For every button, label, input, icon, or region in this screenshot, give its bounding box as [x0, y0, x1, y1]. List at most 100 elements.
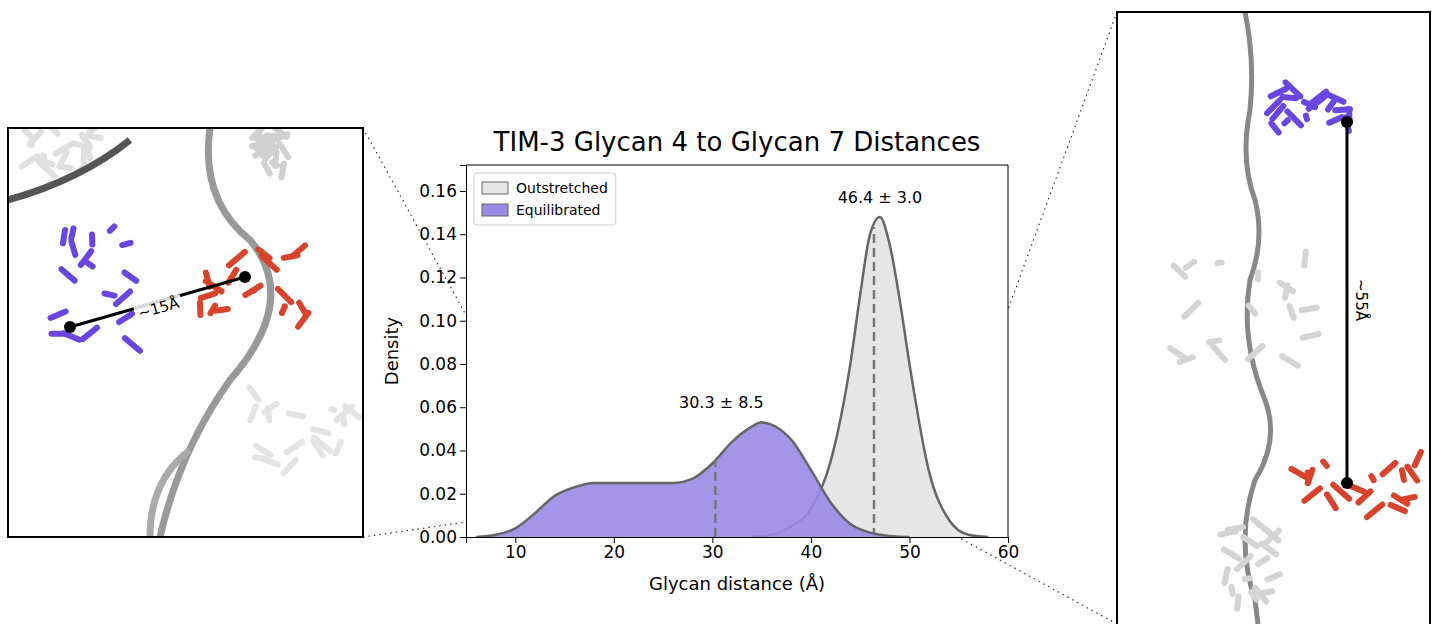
- x-tick-label: 20: [603, 542, 625, 562]
- distance-label-group: ~15Å: [133, 292, 185, 324]
- inset-bg: [1117, 12, 1430, 624]
- stick: [229, 252, 245, 265]
- stick: [245, 286, 260, 295]
- stick: [1249, 306, 1256, 314]
- stick: [1253, 519, 1269, 532]
- x-tick-label: 30: [702, 542, 724, 562]
- stick: [1224, 549, 1239, 558]
- stick: [39, 163, 54, 176]
- stick: [125, 272, 137, 280]
- x-axis: 102030405060: [467, 537, 1020, 562]
- stick: [1284, 120, 1287, 123]
- x-tick-label: 10: [505, 542, 527, 562]
- y-tick: 0.00: [419, 527, 466, 547]
- stick: [255, 150, 265, 155]
- stick: [1282, 97, 1296, 98]
- stick: [250, 406, 256, 420]
- stick: [1267, 100, 1280, 113]
- stick: [1231, 587, 1232, 594]
- backbone: [150, 450, 190, 537]
- stick: [1170, 348, 1185, 358]
- glycan: [249, 387, 359, 473]
- inset-right: [1117, 12, 1430, 624]
- y-tick: 0.06: [419, 397, 466, 417]
- stick: [1311, 92, 1326, 104]
- stick: [1367, 504, 1382, 517]
- stick: [71, 228, 73, 238]
- stick: [1415, 452, 1421, 465]
- stick: [249, 387, 258, 400]
- plot-frame: [466, 165, 1008, 537]
- distance-label: ~15Å: [136, 293, 182, 323]
- stick: [1291, 469, 1305, 477]
- y-tick-label: 0.08: [419, 354, 457, 374]
- stick: [83, 328, 97, 339]
- stick: [331, 406, 334, 412]
- y-tick-mark: [460, 321, 466, 322]
- y-tick-label: 0.06: [419, 397, 457, 417]
- stick: [1225, 569, 1228, 583]
- stick: [289, 414, 304, 417]
- stick: [1237, 556, 1251, 569]
- y-tick-mark: [460, 277, 466, 278]
- stick: [264, 460, 278, 465]
- stick: [1391, 505, 1405, 511]
- stick: [201, 293, 216, 298]
- legend-swatch: [482, 204, 508, 216]
- stick: [264, 163, 270, 174]
- stick: [1287, 111, 1300, 125]
- stick: [1280, 283, 1293, 292]
- stick: [86, 262, 92, 266]
- density-area: [476, 422, 910, 537]
- stick: [345, 406, 359, 417]
- y-axis: 0.000.020.040.060.080.100.120.140.16: [419, 166, 466, 547]
- stick: [1402, 470, 1404, 480]
- glycan-7: [1291, 452, 1420, 517]
- stick: [1289, 306, 1293, 318]
- stick: [81, 148, 87, 162]
- mean-annotation: 30.3 ± 8.5: [679, 393, 764, 412]
- stick: [313, 429, 329, 433]
- y-tick-label: 0.10: [419, 311, 457, 331]
- stick: [314, 441, 323, 455]
- stick: [125, 338, 140, 351]
- y-tick-label: 0.00: [419, 527, 457, 547]
- stick: [268, 408, 270, 420]
- stick: [1306, 116, 1307, 119]
- legend: OutstretchedEquilibrated: [474, 173, 616, 225]
- stick: [1209, 340, 1219, 342]
- x-tick: 50: [899, 537, 921, 562]
- mean-line: [714, 460, 717, 537]
- legend-item: Equilibrated: [482, 202, 601, 218]
- stick: [71, 242, 75, 255]
- chart-title: TIM-3 Glycan 4 to Glycan 7 Distances: [493, 127, 981, 157]
- glycan: [1170, 252, 1318, 366]
- distance-line: [70, 277, 245, 327]
- stick: [64, 333, 80, 339]
- distance-line: [1346, 122, 1349, 483]
- x-tick: 30: [702, 537, 724, 562]
- stick: [110, 226, 115, 230]
- plot-bg: [466, 165, 1008, 537]
- stick: [1184, 303, 1198, 317]
- y-tick: 0.16: [419, 181, 466, 201]
- stick: [281, 164, 284, 178]
- inset-left: [8, 128, 363, 537]
- stick: [1237, 597, 1238, 609]
- backbone: [8, 140, 130, 200]
- stick: [1248, 346, 1262, 359]
- glycan: [1220, 519, 1280, 609]
- stick: [61, 152, 67, 164]
- stick: [284, 255, 298, 258]
- stick: [1243, 537, 1257, 546]
- stick: [1213, 346, 1225, 360]
- y-tick-mark: [460, 494, 466, 495]
- stick: [22, 156, 38, 166]
- distance-end: [64, 321, 76, 333]
- stick: [253, 288, 254, 294]
- stick: [116, 291, 130, 304]
- x-tick-label: 60: [998, 542, 1020, 562]
- legend-frame: [474, 173, 616, 225]
- y-tick-label: 0.12: [419, 267, 457, 287]
- stick: [1286, 82, 1301, 96]
